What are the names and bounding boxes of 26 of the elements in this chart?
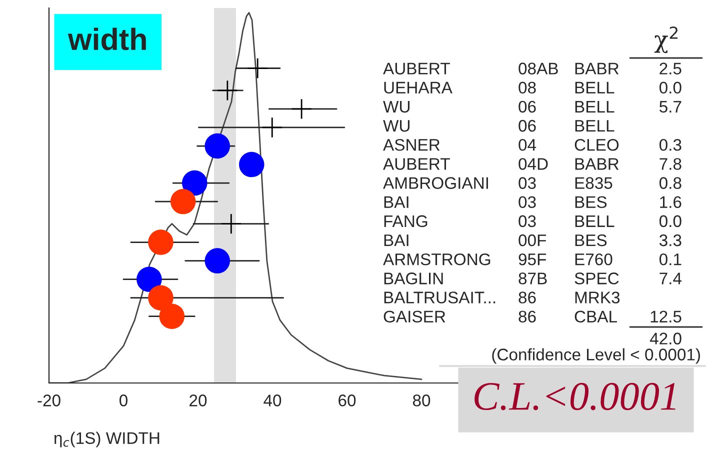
annotation: (Confidence Level < 0.0001) xyxy=(492,348,700,364)
text: ASNER 04 CLEO 0.3 xyxy=(383,138,682,151)
text: FANG 03 BELL 0.0 xyxy=(384,215,682,228)
x-tick-label: 60 xyxy=(338,394,356,406)
text: GAISER 86 CBAL 12.5 xyxy=(384,310,682,323)
text: BAI 03 BES 1.6 xyxy=(384,196,682,208)
text: AUBERT 04D BABR 7.8 xyxy=(383,158,682,170)
annotation: C.L.<0.0001 xyxy=(474,382,676,410)
chart-title: width xyxy=(68,28,146,50)
x-tick-label: 0 xyxy=(120,394,128,406)
x-tick-label: 20 xyxy=(190,394,207,406)
text: AMBROGIANI 03 E835 0.8 xyxy=(383,177,682,189)
x-axis-title: η$_{c}$(1S) WIDTH xyxy=(54,432,160,448)
text: WU 06 BELL 5.7 xyxy=(383,100,682,113)
text: χ$^{2}$ xyxy=(654,26,678,54)
x-tick-label: -20 xyxy=(38,394,60,406)
text: WU 06 BELL xyxy=(383,120,614,132)
text: UEHARA 08 BELL 0.0 xyxy=(384,82,682,94)
text: BALTRUSAIT... 86 MRK3 xyxy=(384,292,620,304)
text: BAI 00F BES 3.3 xyxy=(384,234,682,246)
text: BAGLIN 87B SPEC 7.4 xyxy=(384,272,682,284)
text: ARMSTRONG 95F E760 0.1 xyxy=(383,253,682,266)
text: AUBERT 08AB BABR 2.5 xyxy=(383,62,682,74)
text: 42.0 xyxy=(650,332,682,344)
x-tick-label: 40 xyxy=(264,394,282,406)
x-tick-label: 80 xyxy=(412,394,430,406)
